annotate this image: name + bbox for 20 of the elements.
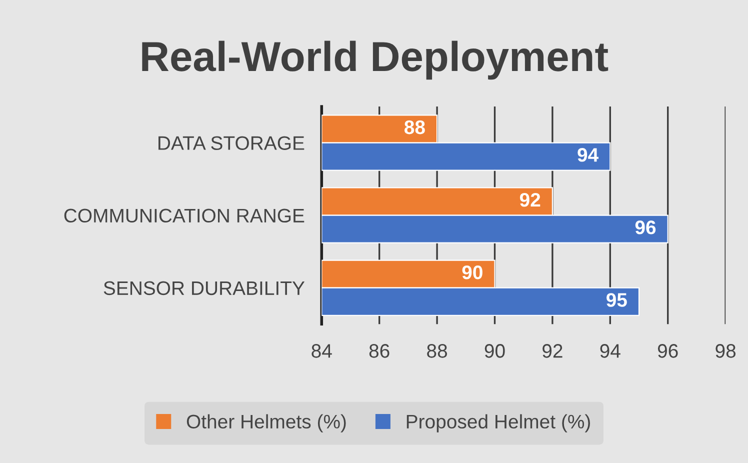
x-tick-label: 92 bbox=[542, 344, 562, 358]
x-tick-label: 90 bbox=[484, 344, 505, 358]
y-tick-label: COMMUNICATION RANGE bbox=[64, 208, 304, 223]
x-tick-label: 84 bbox=[312, 344, 332, 358]
data-label: 95 bbox=[606, 293, 627, 307]
x-tick-label: 86 bbox=[369, 344, 390, 358]
y-tick-label: DATA STORAGE bbox=[158, 136, 304, 150]
chart-title: Real-World Deployment bbox=[142, 40, 608, 80]
x-tick-label: 88 bbox=[427, 344, 448, 358]
y-tick-label: SENSOR DURABILITY bbox=[104, 281, 305, 296]
data-label: 96 bbox=[635, 220, 656, 234]
data-label: 88 bbox=[404, 120, 425, 134]
x-tick-label: 94 bbox=[600, 344, 620, 358]
x-tick-label: 96 bbox=[658, 344, 678, 358]
data-label: 90 bbox=[462, 266, 482, 280]
legend-label: Proposed Helmet (%) bbox=[406, 414, 590, 432]
data-label: 92 bbox=[520, 192, 540, 207]
legend-label: Other Helmets (%) bbox=[186, 414, 346, 432]
x-tick-label: 98 bbox=[716, 344, 736, 358]
data-label: 94 bbox=[578, 148, 599, 162]
